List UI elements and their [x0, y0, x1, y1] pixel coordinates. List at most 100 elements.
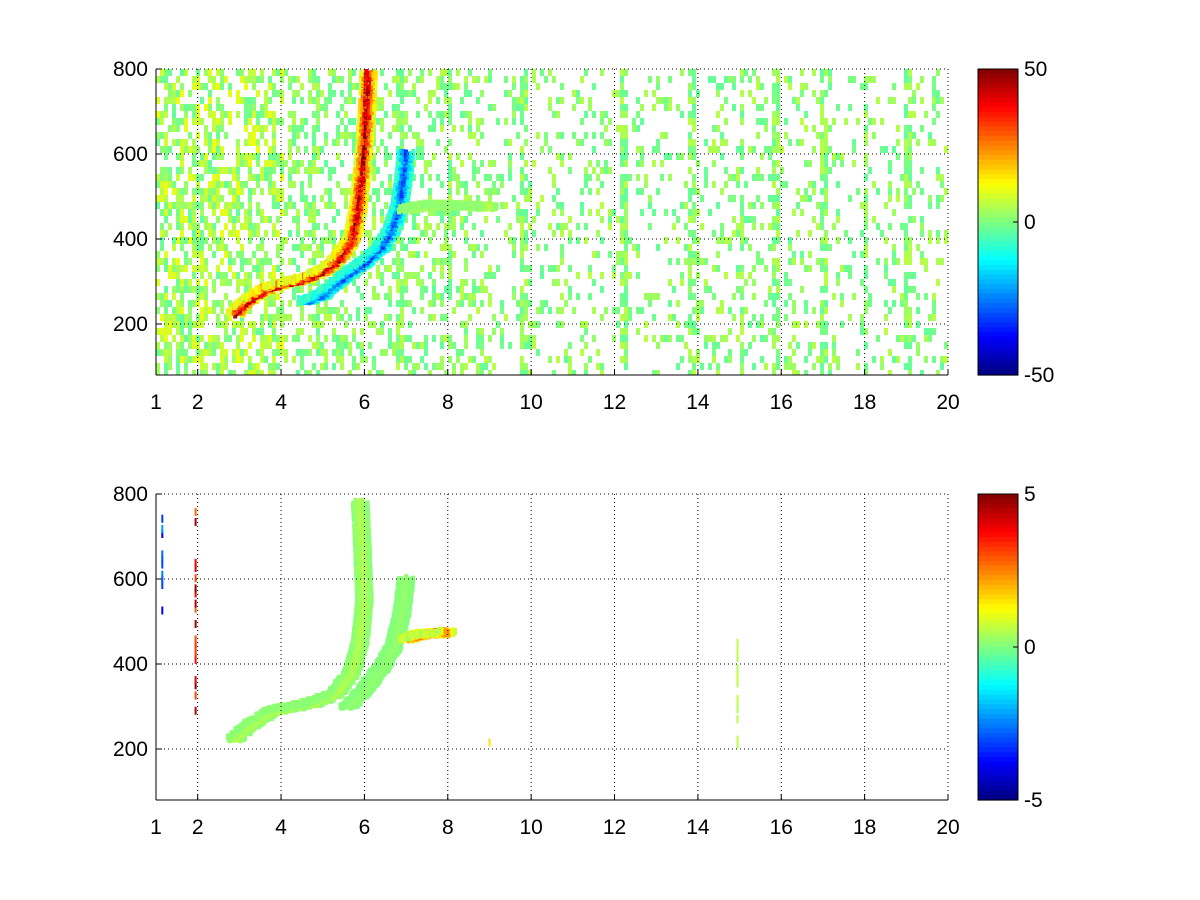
heatmap-cell	[396, 349, 400, 356]
heatmap-cell	[784, 181, 788, 188]
heatmap-cell	[760, 335, 764, 342]
heatmap-cell	[476, 76, 480, 83]
heatmap-cell	[644, 90, 648, 97]
heatmap-cell	[320, 251, 324, 258]
heatmap-cell	[216, 146, 220, 153]
heatmap-cell	[228, 216, 232, 223]
heatmap-cell	[348, 370, 352, 375]
heatmap-cell	[276, 251, 280, 258]
heatmap-cell	[808, 342, 812, 349]
heatmap-cell	[160, 118, 164, 125]
heatmap-cell	[820, 237, 824, 244]
heatmap-cell	[216, 342, 220, 349]
heatmap-cell	[196, 251, 200, 258]
heatmap-cell	[452, 251, 456, 258]
heatmap-cell	[912, 90, 916, 97]
heatmap-cell	[692, 125, 696, 132]
heatmap-cell	[584, 342, 588, 349]
heatmap-cell	[808, 160, 812, 167]
structure-cell	[401, 213, 406, 220]
structure-cell	[353, 166, 358, 174]
heatmap-cell	[608, 167, 612, 174]
heatmap-cell	[220, 76, 224, 83]
heatmap-cell	[448, 265, 452, 272]
heatmap-cell	[804, 370, 808, 375]
heatmap-cell	[236, 90, 240, 97]
heatmap-cell	[768, 328, 772, 335]
heatmap-cell	[664, 104, 668, 111]
heatmap-cell	[400, 279, 404, 286]
heatmap-cell	[168, 328, 172, 335]
heatmap-cell	[264, 230, 268, 237]
heatmap-cell	[788, 237, 792, 244]
heatmap-cell	[168, 83, 172, 90]
heatmap-cell	[896, 356, 900, 363]
heatmap-cell	[500, 335, 504, 342]
heatmap-cell	[852, 293, 856, 300]
structure-cell	[372, 97, 377, 104]
heatmap-cell	[828, 146, 832, 153]
heatmap-cell	[680, 111, 684, 118]
heatmap-cell	[172, 202, 176, 209]
heatmap-cell	[904, 286, 908, 293]
heatmap-cell	[864, 76, 868, 83]
heatmap-cell	[868, 300, 872, 307]
heatmap-cell	[768, 223, 772, 230]
heatmap-cell	[492, 104, 496, 111]
heatmap-cell	[216, 83, 220, 90]
heatmap-cell	[256, 181, 260, 188]
heatmap-cell	[636, 328, 640, 335]
heatmap-cell	[392, 342, 396, 349]
heatmap-cell	[712, 160, 716, 167]
heatmap-cell	[524, 342, 528, 349]
heatmap-cell	[620, 328, 624, 335]
heatmap-cell	[220, 118, 224, 125]
structure-cell	[355, 168, 360, 176]
heatmap-cell	[244, 258, 248, 265]
heatmap-cell	[236, 279, 240, 286]
heatmap-cell	[704, 181, 708, 188]
heatmap-cell	[680, 335, 684, 342]
heatmap-cell	[396, 328, 400, 335]
heatmap-cell	[772, 111, 776, 118]
heatmap-cell	[380, 279, 384, 286]
heatmap-cell	[160, 258, 164, 265]
structure-cell	[362, 196, 367, 204]
heatmap-cell	[668, 258, 672, 265]
heatmap-cell	[624, 314, 628, 321]
heatmap-cell	[328, 314, 332, 321]
heatmap-cell	[236, 146, 240, 153]
heatmap-cell	[212, 202, 216, 209]
heatmap-cell	[180, 216, 184, 223]
heatmap-cell	[236, 181, 240, 188]
heatmap-cell	[288, 181, 292, 188]
heatmap-cell	[256, 125, 260, 132]
heatmap-cell	[692, 216, 696, 223]
structure-cell	[406, 192, 411, 200]
heatmap-cell	[312, 76, 316, 83]
heatmap-cell	[248, 237, 252, 244]
heatmap-cell	[464, 293, 468, 300]
heatmap-cell	[304, 118, 308, 125]
heatmap-cell	[728, 195, 732, 202]
heatmap-cell	[848, 265, 852, 272]
heatmap-cell	[924, 356, 928, 363]
heatmap-cell	[512, 104, 516, 111]
heatmap-cell	[336, 76, 340, 83]
heatmap-cell	[824, 237, 828, 244]
heatmap-cell	[916, 342, 920, 349]
heatmap-cell	[524, 195, 528, 202]
heatmap-cell	[460, 97, 464, 104]
heatmap-cell	[724, 118, 728, 125]
structure-cell	[355, 232, 360, 239]
heatmap-cell	[416, 76, 420, 83]
heatmap-cell	[508, 160, 512, 167]
heatmap-cell	[792, 258, 796, 265]
heatmap-cell	[396, 104, 400, 111]
heatmap-cell	[188, 279, 192, 286]
heatmap-cell	[276, 265, 280, 272]
heatmap-cell	[772, 118, 776, 125]
heatmap-cell	[944, 356, 948, 363]
heatmap-cell	[476, 167, 480, 174]
